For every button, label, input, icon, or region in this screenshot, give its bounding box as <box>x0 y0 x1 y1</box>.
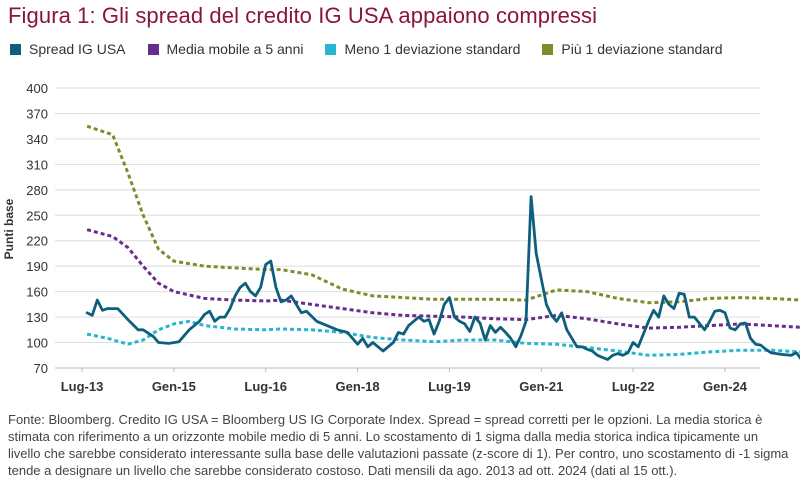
chart-title: Figura 1: Gli spread del credito IG USA … <box>8 3 598 28</box>
legend: Spread IG USA Media mobile a 5 anni Meno… <box>10 40 745 58</box>
legend-item-spread: Spread IG USA <box>10 41 126 57</box>
y-tick-label: 340 <box>26 132 48 147</box>
series-lines <box>85 124 800 361</box>
legend-label-minus-sd: Meno 1 deviazione standard <box>344 41 521 57</box>
legend-swatch-mean <box>147 43 159 55</box>
y-tick-label: 160 <box>26 285 48 300</box>
legend-item-plus-sd: Più 1 deviazione standard <box>542 41 723 57</box>
x-tick-label: Lug-19 <box>428 379 471 394</box>
y-tick-label: 370 <box>26 106 48 121</box>
x-tick-label: Lug-22 <box>612 379 655 394</box>
legend-swatch-plus-sd <box>542 43 554 55</box>
legend-label-spread: Spread IG USA <box>29 41 126 57</box>
x-tick-label: Gen-24 <box>703 379 748 394</box>
legend-item-mean: Media mobile a 5 anni <box>147 41 304 57</box>
legend-label-mean: Media mobile a 5 anni <box>166 41 304 57</box>
series-line-minus-sd <box>86 319 800 357</box>
y-tick-label: 190 <box>26 259 48 274</box>
x-tick-label: Gen-18 <box>336 379 380 394</box>
y-tick-label: 400 <box>26 81 48 96</box>
x-tick-label: Gen-21 <box>519 379 563 394</box>
line-chart: 70 100 130 160 190 220 250 280 310 340 370 400 Punt… <box>2 81 800 394</box>
series-line-spread <box>85 195 800 361</box>
legend-label-plus-sd: Più 1 deviazione standard <box>561 41 723 57</box>
gridlines <box>55 87 760 344</box>
x-axis-ticks: Lug-13 Gen-15 Lug-16 Gen-18 Lug-19 Gen-21 Lug-… <box>61 368 748 394</box>
y-tick-label: 100 <box>26 336 48 351</box>
y-tick-label: 70 <box>34 361 48 376</box>
legend-item-minus-sd: Meno 1 deviazione standard <box>325 41 520 57</box>
y-tick-label: 250 <box>26 208 48 223</box>
y-tick-label: 310 <box>26 157 48 172</box>
y-tick-label: 130 <box>26 310 48 325</box>
y-axis-ticks: 70 100 130 160 190 220 250 280 310 340 370 400 <box>26 81 48 376</box>
y-tick-label: 220 <box>26 234 48 249</box>
series-line-plus-sd <box>86 124 800 305</box>
x-tick-label: Lug-13 <box>61 379 104 394</box>
footnote: Fonte: Bloomberg. Credito IG USA = Bloom… <box>8 412 789 478</box>
series-line-mean <box>86 228 800 330</box>
y-axis-label: Punti base <box>2 198 16 259</box>
legend-swatch-minus-sd <box>325 43 337 55</box>
x-tick-label: Lug-16 <box>244 379 287 394</box>
y-tick-label: 280 <box>26 183 48 198</box>
legend-swatch-spread <box>10 43 21 55</box>
x-tick-label: Gen-15 <box>152 379 196 394</box>
